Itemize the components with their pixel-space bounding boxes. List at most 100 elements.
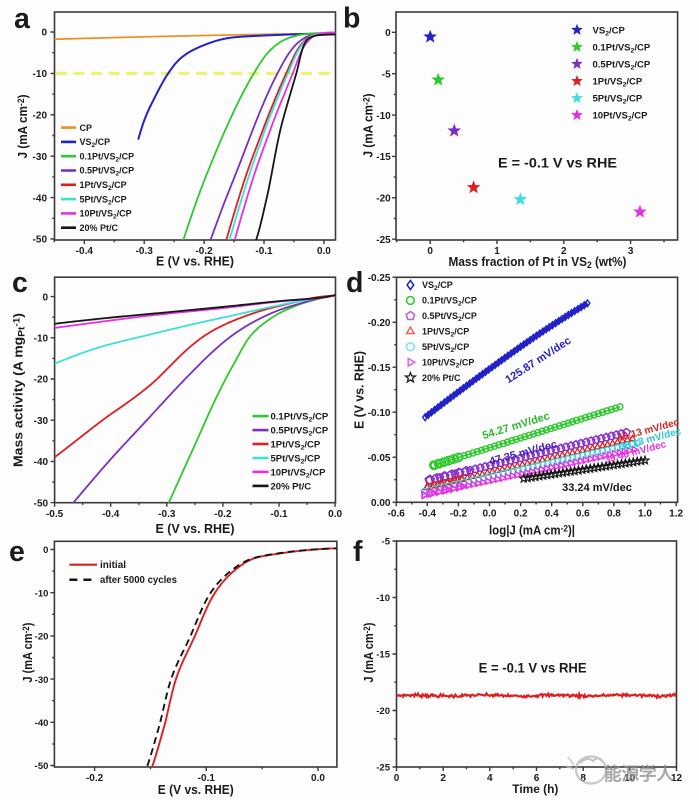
- svg-text:-5: -5: [382, 537, 391, 548]
- svg-text:-40: -40: [34, 457, 49, 468]
- svg-text:E (V vs. RHE): E (V vs. RHE): [156, 521, 235, 536]
- svg-text:0: 0: [394, 773, 400, 784]
- svg-text:5Pt/VS2/CP: 5Pt/VS2/CP: [593, 94, 643, 106]
- svg-text:1Pt/VS2/CP: 1Pt/VS2/CP: [80, 180, 127, 192]
- svg-text:12: 12: [671, 773, 683, 784]
- svg-text:-20: -20: [376, 706, 390, 717]
- svg-text:1Pt/VS2/CP: 1Pt/VS2/CP: [593, 76, 643, 88]
- svg-text:Mass fraction of Pt in VS2 (wt: Mass fraction of Pt in VS2 (wt%): [449, 255, 627, 270]
- svg-text:10Pt/VS2/CP: 10Pt/VS2/CP: [80, 209, 132, 221]
- svg-text:E = -0.1 V vs RHE: E = -0.1 V vs RHE: [479, 661, 587, 676]
- svg-text:-10: -10: [376, 593, 390, 604]
- svg-text:Mass activity (A mgPt-1): Mass activity (A mgPt-1): [11, 313, 27, 467]
- svg-text:E = -0.1 V vs RHE: E = -0.1 V vs RHE: [498, 155, 617, 171]
- svg-text:0: 0: [385, 28, 391, 39]
- svg-text:-0.25: -0.25: [368, 273, 391, 284]
- svg-text:a: a: [14, 3, 31, 35]
- svg-text:0.0: 0.0: [328, 509, 342, 520]
- svg-text:initial: initial: [100, 559, 126, 571]
- svg-text:0: 0: [43, 292, 49, 303]
- svg-text:J (mA cm-2): J (mA cm-2): [20, 623, 35, 683]
- svg-text:-20: -20: [33, 111, 48, 122]
- svg-text:VS2/CP: VS2/CP: [80, 137, 111, 149]
- svg-text:0: 0: [43, 545, 48, 556]
- svg-text:0.8: 0.8: [607, 509, 621, 520]
- svg-text:1.0: 1.0: [638, 509, 652, 520]
- svg-text:E (V vs. RHE): E (V vs. RHE): [156, 254, 234, 269]
- svg-text:-0.4: -0.4: [76, 246, 94, 257]
- svg-text:0.1Pt/VS2/CP: 0.1Pt/VS2/CP: [271, 412, 329, 424]
- svg-text:0.0: 0.0: [317, 246, 331, 257]
- svg-text:-30: -30: [34, 416, 49, 427]
- svg-text:-40: -40: [33, 193, 48, 204]
- svg-text:0.00: 0.00: [371, 498, 391, 509]
- svg-text:能源学人: 能源学人: [604, 764, 674, 784]
- svg-text:E (V vs. RHE): E (V vs. RHE): [352, 351, 367, 429]
- svg-text:-0.3: -0.3: [136, 246, 154, 257]
- svg-text:-0.5: -0.5: [46, 509, 64, 520]
- svg-text:VS2/CP: VS2/CP: [422, 280, 453, 292]
- svg-text:-0.15: -0.15: [368, 363, 391, 374]
- svg-text:0.0: 0.0: [483, 509, 497, 520]
- svg-text:log|J (mA cm-2)|: log|J (mA cm-2)|: [489, 524, 575, 538]
- svg-text:J (mA cm-2): J (mA cm-2): [15, 95, 30, 159]
- svg-text:-25: -25: [376, 763, 390, 774]
- svg-text:-0.1: -0.1: [270, 509, 288, 520]
- svg-text:f: f: [353, 536, 363, 568]
- svg-text:-5: -5: [382, 69, 391, 80]
- svg-text:d: d: [346, 267, 363, 299]
- svg-text:10Pt/VS2/CP: 10Pt/VS2/CP: [271, 467, 327, 479]
- svg-text:-50: -50: [35, 761, 49, 772]
- svg-text:5Pt/VS2/CP: 5Pt/VS2/CP: [80, 194, 127, 206]
- svg-text:-10: -10: [34, 334, 49, 345]
- svg-text:0: 0: [41, 28, 47, 39]
- svg-text:10: 10: [624, 773, 636, 784]
- svg-text:5Pt/VS2/CP: 5Pt/VS2/CP: [271, 453, 321, 465]
- svg-text:-0.2: -0.2: [195, 246, 213, 257]
- svg-text:4: 4: [487, 773, 493, 784]
- svg-text:-10: -10: [33, 69, 48, 80]
- svg-text:-0.6: -0.6: [388, 509, 406, 520]
- svg-text:-30: -30: [33, 152, 48, 163]
- svg-text:-0.10: -0.10: [368, 408, 391, 419]
- svg-text:2: 2: [561, 246, 567, 257]
- svg-text:Time (h): Time (h): [512, 782, 558, 796]
- svg-text:-0.4: -0.4: [419, 509, 437, 520]
- svg-text:2: 2: [440, 773, 446, 784]
- svg-text:0.5Pt/VS2/CP: 0.5Pt/VS2/CP: [80, 166, 135, 178]
- svg-text:3: 3: [628, 246, 634, 257]
- svg-text:0.1Pt/VS2/CP: 0.1Pt/VS2/CP: [422, 296, 477, 308]
- svg-text:-0.2: -0.2: [214, 509, 232, 520]
- svg-text:CP: CP: [80, 123, 93, 133]
- svg-text:-20: -20: [376, 194, 391, 205]
- svg-text:-0.20: -0.20: [368, 318, 391, 329]
- svg-text:0.5Pt/VS2/CP: 0.5Pt/VS2/CP: [422, 311, 477, 323]
- svg-text:20% Pt/C: 20% Pt/C: [271, 481, 312, 492]
- svg-text:-10: -10: [35, 588, 49, 599]
- svg-text:-20: -20: [34, 375, 49, 386]
- svg-text:8: 8: [580, 773, 586, 784]
- svg-text:-25: -25: [376, 235, 391, 246]
- svg-text:0.6: 0.6: [576, 509, 590, 520]
- svg-text:-0.1: -0.1: [255, 246, 273, 257]
- svg-text:10Pt/VS2/CP: 10Pt/VS2/CP: [422, 357, 474, 369]
- svg-text:-15: -15: [376, 650, 390, 661]
- svg-text:VS2/CP: VS2/CP: [593, 25, 626, 37]
- svg-text:1.2: 1.2: [669, 509, 683, 520]
- svg-text:1Pt/VS2/CP: 1Pt/VS2/CP: [422, 327, 469, 339]
- svg-text:after 5000 cycles: after 5000 cycles: [100, 574, 177, 586]
- svg-text:0.2: 0.2: [514, 509, 528, 520]
- svg-text:5Pt/VS2/CP: 5Pt/VS2/CP: [422, 342, 469, 354]
- svg-text:-40: -40: [35, 718, 49, 729]
- svg-text:c: c: [12, 267, 28, 299]
- svg-text:-0.2: -0.2: [450, 509, 468, 520]
- svg-text:-15: -15: [376, 152, 391, 163]
- svg-text:-0.1: -0.1: [198, 773, 216, 784]
- svg-text:0: 0: [427, 246, 433, 257]
- svg-text:-10: -10: [376, 111, 391, 122]
- svg-text:1: 1: [494, 246, 500, 257]
- svg-text:-0.05: -0.05: [368, 453, 391, 464]
- svg-text:0.4: 0.4: [545, 509, 559, 520]
- svg-text:b: b: [343, 3, 360, 35]
- svg-text:0.5Pt/VS2/CP: 0.5Pt/VS2/CP: [271, 425, 329, 437]
